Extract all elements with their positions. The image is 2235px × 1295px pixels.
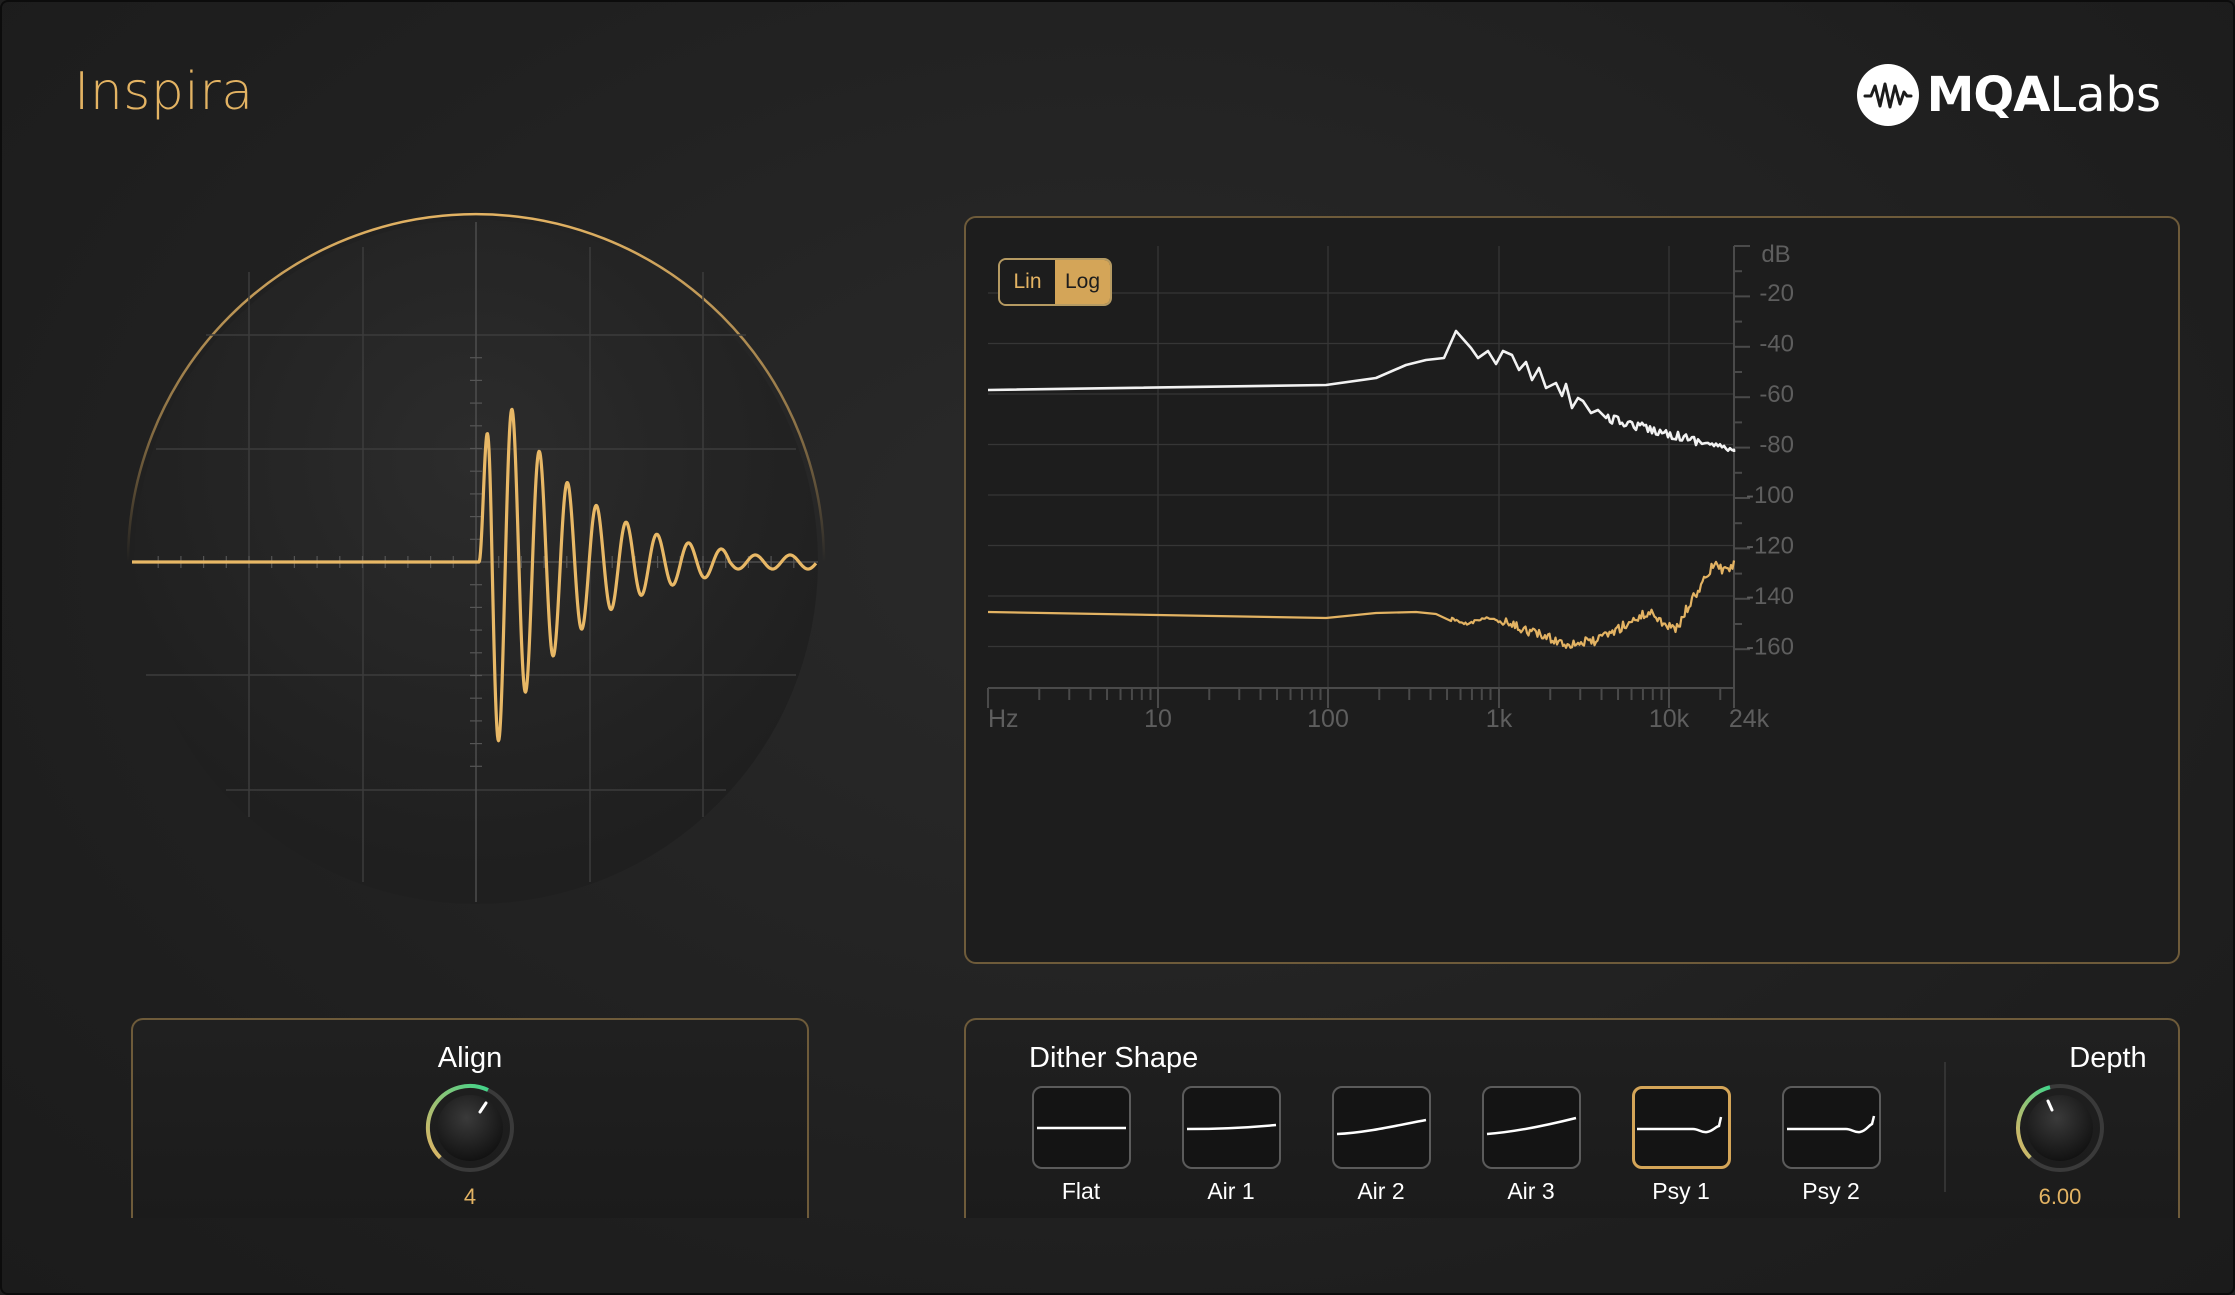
psy2-curve-icon [1787, 1115, 1876, 1134]
dither-panel: Dither Shape Flat Air 1 Air 2 Air 3 Psy … [964, 1018, 2180, 1218]
waveform-logo-icon [1856, 64, 1919, 126]
y-tick-label: -120 [1746, 533, 1794, 560]
flat-curve-icon [1037, 1126, 1126, 1130]
dither-shape-psy2-button[interactable] [1782, 1086, 1881, 1169]
dither-shape-flat-label: Flat [1061, 1178, 1101, 1204]
dither-shape-flat-button[interactable] [1032, 1086, 1131, 1169]
air3-curve-icon [1486, 1116, 1577, 1136]
scale-lin-button[interactable]: Lin [1000, 260, 1055, 304]
dither-shape-air3-button[interactable] [1482, 1086, 1581, 1169]
align-panel: Align 4 [131, 1018, 809, 1218]
scale-log-button[interactable]: Log [1055, 260, 1110, 304]
psy1-curve-icon [1637, 1116, 1723, 1134]
x-tick-label: 10 [1144, 705, 1172, 733]
brand-name-bold: MQA [1926, 67, 2051, 123]
brand-name: MQALabs [1927, 67, 2161, 123]
app-title: Inspira [74, 62, 254, 122]
y-tick-label: -100 [1746, 482, 1794, 509]
x-axis-labels: Hz 10 100 1k 10k 24k [988, 705, 1770, 733]
impulse-trace [130, 407, 818, 743]
dither-shape-air1-button[interactable] [1182, 1086, 1281, 1169]
spectrum-grid [988, 246, 1734, 688]
align-knob[interactable] [424, 1082, 516, 1174]
x-tick-label: 24k [1729, 705, 1770, 733]
air1-curve-icon [1186, 1123, 1277, 1131]
impulse-scope [126, 212, 826, 904]
depth-knob[interactable] [2014, 1082, 2106, 1174]
scope-ticks [157, 357, 795, 767]
dither-shape-psy1-label: Psy 1 [1652, 1178, 1710, 1204]
x-tick-label: 100 [1307, 705, 1349, 733]
brand: MQALabs [1856, 62, 2161, 128]
dither-shape-air1-label: Air 1 [1207, 1178, 1255, 1204]
y-tick-label: -160 [1746, 634, 1794, 661]
spectrum-panel: dB -20 -40 -60 -80 -100 -120 -140 -160 Hz 10 100 1k… [964, 216, 2180, 964]
dither-shape-psy1-button[interactable] [1632, 1086, 1731, 1169]
y-unit-label: dB [1761, 241, 1790, 268]
panel-divider [1944, 1062, 1946, 1192]
align-value: 4 [463, 1184, 477, 1209]
depth-knob-pointer [2046, 1099, 2054, 1112]
x-tick-label: 1k [1486, 705, 1513, 733]
depth-title: Depth [2069, 1042, 2147, 1074]
dither-shape-psy2-label: Psy 2 [1802, 1178, 1860, 1204]
air2-curve-icon [1336, 1118, 1427, 1136]
y-tick-label: -80 [1759, 432, 1794, 459]
scope-bezel [126, 212, 826, 563]
brand-name-light: Labs [2049, 67, 2161, 123]
spectrum-axes [987, 245, 1750, 708]
dither-title: Dither Shape [1029, 1042, 1199, 1074]
y-tick-label: -20 [1759, 280, 1794, 307]
noise-spectrum-trace [987, 560, 1736, 649]
y-tick-label: -60 [1759, 381, 1794, 408]
dither-shape-air3-label: Air 3 [1507, 1178, 1555, 1204]
align-knob-pointer [478, 1101, 488, 1114]
depth-value: 6.00 [2038, 1184, 2082, 1209]
dither-shape-air2-label: Air 2 [1357, 1178, 1405, 1204]
y-tick-label: -40 [1759, 331, 1794, 358]
scale-toggle[interactable]: Lin Log [998, 258, 1112, 306]
align-knob-arc [425, 1083, 489, 1160]
x-unit-label: Hz [988, 705, 1019, 733]
signal-spectrum-trace [987, 329, 1736, 452]
y-axis-labels: dB -20 -40 -60 -80 -100 -120 -140 -160 [1746, 241, 1794, 661]
y-tick-label: -140 [1746, 583, 1794, 610]
dither-shape-air2-button[interactable] [1332, 1086, 1431, 1169]
depth-knob-arc [2016, 1085, 2051, 1160]
align-title: Align [437, 1042, 503, 1074]
x-tick-label: 10k [1649, 705, 1690, 733]
spectrum-plot: dB -20 -40 -60 -80 -100 -120 -140 -160 Hz 10 100 1k… [987, 241, 1794, 733]
